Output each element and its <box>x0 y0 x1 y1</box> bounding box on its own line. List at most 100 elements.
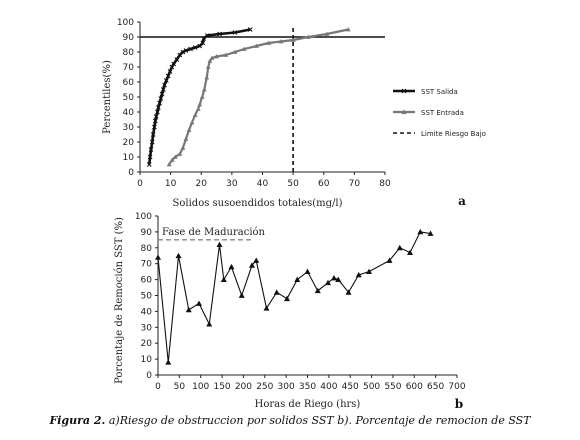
data-point-sst-entrada <box>192 112 198 117</box>
data-point-sst-entrada <box>180 145 186 150</box>
data-point-sst-entrada <box>345 27 351 32</box>
data-point-remocion <box>175 252 182 259</box>
y-axis-title-b: Porcentaje de Remoción SST (%) <box>114 217 125 384</box>
data-point-sst-entrada <box>253 43 259 48</box>
data-point-sst-salida <box>200 40 206 46</box>
x-axis-title-a: Solidos susoendidos totales(mg/l) <box>173 198 343 209</box>
x-tick-label-a: 0 <box>137 179 143 189</box>
data-point-sst-entrada <box>197 102 203 107</box>
data-point-remocion <box>355 271 362 278</box>
data-point-sst-salida <box>146 162 152 167</box>
data-point-sst-salida <box>152 124 157 130</box>
data-point-sst-entrada <box>266 40 272 45</box>
legend-label-sst-entrada: SST Entrada <box>421 109 464 117</box>
data-point-remocion <box>335 276 342 282</box>
data-point-sst-salida <box>157 100 162 106</box>
data-point-sst-entrada <box>183 136 189 141</box>
data-point-sst-entrada <box>209 55 215 60</box>
data-point-sst-salida <box>159 91 165 97</box>
data-point-sst-entrada <box>177 151 183 156</box>
data-point-sst-entrada <box>290 37 296 42</box>
y-tick-label-b: 60 <box>141 276 153 286</box>
legend-marker-sst-entrada <box>401 109 407 115</box>
x-tick-label-b: 350 <box>299 382 316 392</box>
data-point-sst-salida <box>192 45 198 50</box>
data-point-sst-entrada <box>186 127 192 132</box>
data-point-sst-entrada <box>278 39 284 44</box>
x-tick-label-a: 80 <box>379 179 391 189</box>
data-point-remocion <box>185 306 192 313</box>
data-point-sst-entrada <box>205 64 211 69</box>
data-point-sst-salida <box>180 49 186 55</box>
data-point-remocion <box>238 292 245 298</box>
x-tick-label-a: 10 <box>165 179 177 189</box>
x-axis-title-b: Horas de Riego (hrs) <box>255 399 361 410</box>
data-point-remocion <box>253 257 260 263</box>
x-tick-label-b: 50 <box>174 382 186 392</box>
data-point-sst-salida <box>183 48 189 53</box>
data-point-sst-entrada <box>172 154 178 159</box>
x-tick-label-b: 500 <box>363 382 380 392</box>
y-tick-label-b: 50 <box>141 292 153 302</box>
legend-marker-sst-salida <box>401 88 407 94</box>
data-point-sst-salida <box>171 61 177 67</box>
data-point-sst-salida <box>152 118 158 124</box>
chart-a: 0 10 20 30 40 50 60 70 80 0 10 20 30 40 50 60 70 80 90 100 S… <box>102 18 486 209</box>
x-tick-label-b: 150 <box>213 382 230 392</box>
y-tick-label-a: 40 <box>123 108 135 118</box>
data-point-sst-salida <box>149 139 155 145</box>
x-tick-label-b: 450 <box>342 382 359 392</box>
x-tick-label-b: 100 <box>192 382 209 392</box>
data-point-sst-entrada <box>214 54 219 59</box>
x-tick-label-b: 250 <box>256 382 273 392</box>
data-point-remocion <box>386 257 393 263</box>
legend-label-limite-riesgo-bajo: Limite Riesgo Bajo <box>421 130 486 138</box>
data-point-sst-salida <box>158 96 164 101</box>
data-point-sst-salida <box>148 147 154 152</box>
series-line-remocion <box>157 231 431 363</box>
data-point-sst-entrada <box>189 120 195 125</box>
y-tick-label-b: 70 <box>141 260 153 270</box>
y-tick-label-a: 100 <box>117 18 134 28</box>
x-tick-label-a: 20 <box>196 179 208 189</box>
data-point-sst-salida <box>201 36 207 41</box>
x-tick-label-b: 550 <box>384 382 401 392</box>
y-tick-label-a: 30 <box>123 123 135 133</box>
x-tick-label-b: 650 <box>427 382 444 392</box>
panel-label-a: a <box>458 194 466 208</box>
data-point-sst-entrada <box>223 52 229 57</box>
y-tick-label-b: 30 <box>141 323 153 333</box>
data-point-remocion <box>396 244 403 251</box>
data-point-remocion <box>196 300 203 306</box>
y-tick-label-b: 90 <box>141 228 153 238</box>
data-point-remocion <box>330 275 337 281</box>
x-tick-label-a: 50 <box>287 179 299 189</box>
data-point-sst-salida <box>217 31 222 37</box>
data-point-remocion <box>366 268 373 275</box>
data-point-remocion <box>345 289 352 295</box>
y-tick-label-a: 0 <box>128 168 134 178</box>
data-point-sst-salida <box>247 27 253 32</box>
y-tick-label-a: 60 <box>123 78 135 88</box>
data-point-sst-salida <box>232 30 238 35</box>
data-point-sst-entrada <box>241 46 247 51</box>
x-tick-label-b: 0 <box>155 382 161 392</box>
data-point-sst-salida <box>147 154 153 160</box>
data-point-remocion <box>314 287 321 294</box>
data-point-sst-salida <box>188 46 193 52</box>
caption-text: a)Riesgo de obstruccion por solidos SST … <box>105 414 531 427</box>
y-tick-label-b: 10 <box>141 355 153 365</box>
data-point-sst-entrada <box>195 106 201 111</box>
data-point-remocion <box>216 241 223 248</box>
series-line-sst-salida <box>147 28 251 165</box>
data-point-sst-entrada <box>166 162 172 167</box>
y-tick-label-b: 20 <box>141 339 153 349</box>
data-point-remocion <box>155 254 161 260</box>
data-point-remocion <box>248 262 255 268</box>
data-point-remocion <box>304 268 311 275</box>
data-point-sst-salida <box>169 64 175 70</box>
data-point-remocion <box>427 230 434 236</box>
data-point-sst-salida <box>167 69 173 74</box>
data-point-remocion <box>165 359 172 365</box>
